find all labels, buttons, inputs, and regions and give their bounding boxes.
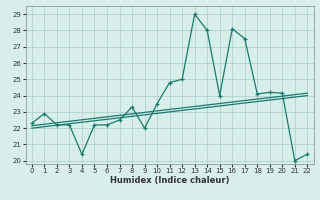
X-axis label: Humidex (Indice chaleur): Humidex (Indice chaleur) <box>110 176 229 185</box>
